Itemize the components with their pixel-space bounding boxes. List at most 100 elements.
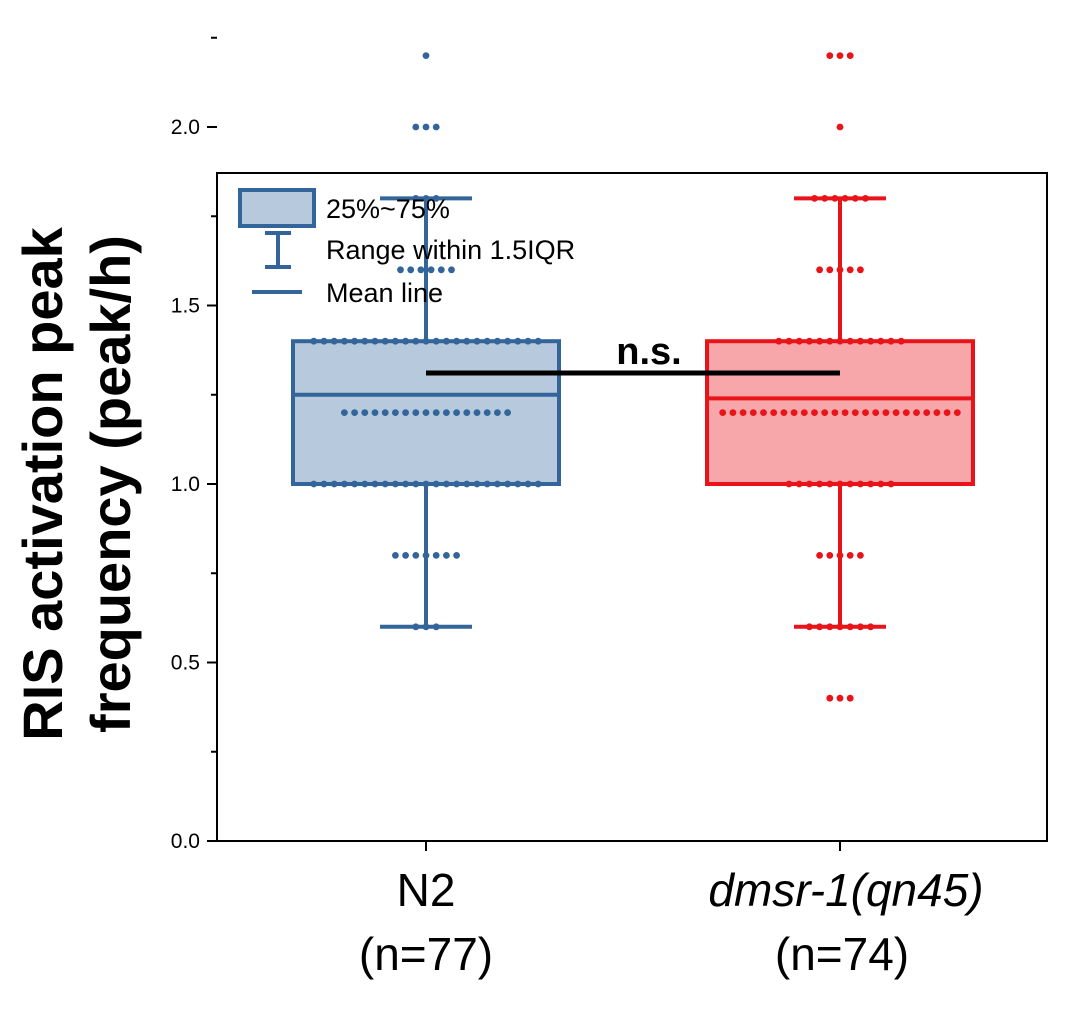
data-point bbox=[534, 480, 542, 488]
data-point bbox=[749, 409, 757, 416]
data-point bbox=[412, 123, 420, 131]
data-point bbox=[923, 409, 931, 416]
data-point bbox=[836, 694, 844, 702]
x-category-label: dmsr-1(qn45) bbox=[708, 864, 983, 916]
data-point bbox=[412, 552, 420, 559]
data-point bbox=[867, 337, 874, 345]
data-point bbox=[402, 552, 409, 559]
data-point bbox=[770, 409, 778, 416]
data-point bbox=[463, 480, 471, 488]
data-point bbox=[836, 480, 844, 488]
data-point bbox=[826, 52, 834, 59]
iqr-box bbox=[705, 339, 975, 487]
data-point bbox=[729, 409, 737, 416]
data-point bbox=[453, 409, 460, 416]
data-point bbox=[494, 480, 501, 488]
data-point bbox=[872, 409, 880, 416]
y-tick-label: 1.5 bbox=[171, 295, 200, 318]
data-point bbox=[422, 195, 430, 202]
plot-frame bbox=[216, 172, 1048, 842]
data-point bbox=[857, 552, 864, 559]
data-point bbox=[371, 480, 379, 488]
data-point bbox=[330, 337, 338, 345]
data-point bbox=[857, 623, 864, 631]
data-point bbox=[846, 623, 854, 631]
data-point bbox=[473, 480, 481, 488]
data-point bbox=[913, 409, 920, 416]
data-point bbox=[427, 266, 435, 274]
data-point bbox=[857, 480, 864, 488]
data-point bbox=[381, 409, 389, 416]
box-group bbox=[291, 52, 561, 631]
y-tick-label: 0.0 bbox=[171, 830, 200, 853]
data-point bbox=[826, 337, 834, 345]
data-point bbox=[422, 337, 430, 345]
data-point bbox=[826, 552, 834, 559]
data-point bbox=[473, 409, 481, 416]
data-point bbox=[453, 337, 460, 345]
data-point bbox=[422, 123, 430, 131]
data-point bbox=[453, 552, 460, 559]
data-point bbox=[361, 337, 369, 345]
data-point bbox=[785, 337, 793, 345]
data-point bbox=[422, 52, 430, 59]
data-point bbox=[310, 337, 318, 345]
data-point bbox=[836, 337, 844, 345]
data-point bbox=[422, 409, 430, 416]
data-point bbox=[836, 623, 844, 631]
y-tick-label: 0.5 bbox=[171, 652, 200, 675]
legend-mean-label: Mean line bbox=[326, 278, 443, 308]
data-point bbox=[826, 623, 834, 631]
data-point bbox=[887, 337, 895, 345]
data-point bbox=[437, 266, 445, 274]
data-point bbox=[826, 480, 834, 488]
data-point bbox=[504, 409, 511, 416]
data-point bbox=[392, 409, 399, 416]
data-point bbox=[851, 409, 859, 416]
data-point bbox=[836, 52, 844, 59]
data-point bbox=[514, 337, 522, 345]
data-point bbox=[473, 337, 481, 345]
data-point bbox=[402, 480, 409, 488]
data-point bbox=[841, 195, 849, 202]
data-point bbox=[846, 266, 854, 274]
data-point bbox=[821, 409, 829, 416]
y-axis-title-line2: frequency (peak/h) bbox=[79, 235, 142, 733]
data-point bbox=[816, 552, 823, 559]
data-point bbox=[341, 337, 348, 345]
data-point bbox=[351, 337, 358, 345]
data-point bbox=[795, 480, 803, 488]
data-point bbox=[310, 480, 318, 488]
data-point bbox=[483, 480, 491, 488]
data-point bbox=[504, 337, 511, 345]
x-axis: N2 (n=77) dmsr-1(qn45) (n=74) bbox=[359, 841, 984, 980]
data-point bbox=[775, 337, 783, 345]
data-point bbox=[397, 266, 404, 274]
data-point bbox=[432, 623, 440, 631]
data-point bbox=[341, 480, 348, 488]
data-point bbox=[381, 337, 389, 345]
data-point bbox=[831, 409, 839, 416]
data-point bbox=[841, 409, 849, 416]
data-point bbox=[524, 480, 532, 488]
data-point bbox=[790, 409, 798, 416]
y-tick-label: 2.0 bbox=[171, 116, 200, 139]
data-point bbox=[443, 480, 450, 488]
data-point bbox=[351, 480, 358, 488]
legend: 25%~75% Range within 1.5IQR Mean line bbox=[238, 188, 575, 308]
data-point bbox=[892, 409, 900, 416]
data-point bbox=[836, 552, 844, 559]
data-point bbox=[857, 337, 864, 345]
data-point bbox=[371, 409, 379, 416]
data-point bbox=[933, 409, 941, 416]
data-point bbox=[514, 480, 522, 488]
data-point bbox=[836, 123, 844, 131]
data-point bbox=[320, 337, 328, 345]
data-point bbox=[877, 337, 885, 345]
data-point bbox=[341, 409, 348, 416]
data-point bbox=[412, 337, 420, 345]
data-point bbox=[862, 409, 869, 416]
data-point bbox=[831, 195, 839, 202]
data-point bbox=[806, 337, 813, 345]
